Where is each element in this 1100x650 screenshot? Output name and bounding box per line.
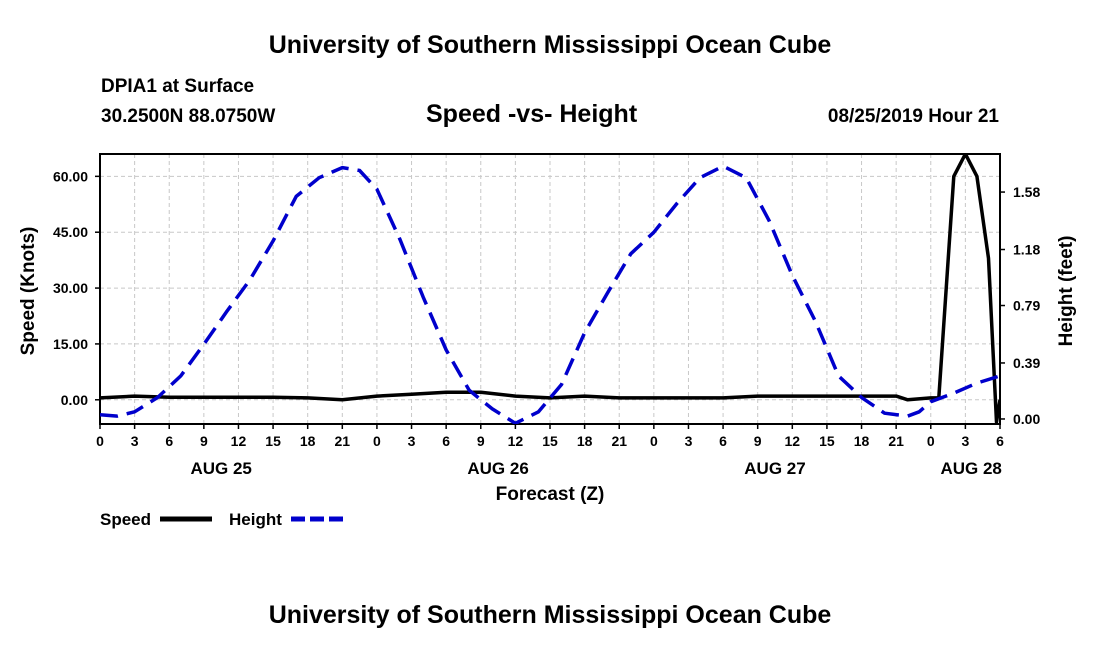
data-point-height — [975, 381, 979, 385]
x-tick-label: 6 — [442, 433, 450, 449]
x-tick-label: 0 — [927, 433, 935, 449]
data-point-height — [248, 278, 252, 282]
y-right-tick-label: 0.79 — [1013, 298, 1040, 314]
y-right-tick-label: 1.58 — [1013, 184, 1040, 200]
day-label: AUG 27 — [744, 459, 805, 478]
x-tick-label: 18 — [854, 433, 870, 449]
x-tick-label: 15 — [542, 433, 558, 449]
y-left-tick-label: 0.00 — [61, 392, 88, 408]
data-point-height — [952, 391, 956, 395]
y-right-tick-label: 1.18 — [1013, 242, 1040, 258]
x-tick-label: 9 — [477, 433, 485, 449]
x-tick-label: 9 — [754, 433, 762, 449]
x-tick-label: 12 — [785, 433, 801, 449]
x-tick-label: 6 — [719, 433, 727, 449]
x-tick-label: 15 — [819, 433, 835, 449]
x-tick-label: 3 — [408, 433, 416, 449]
chart-title: Speed -vs- Height — [426, 100, 638, 128]
x-tick-label: 18 — [577, 433, 593, 449]
x-tick-label: 0 — [96, 433, 104, 449]
x-tick-label: 15 — [265, 433, 281, 449]
day-label: AUG 25 — [190, 459, 251, 478]
x-tick-label: 3 — [961, 433, 969, 449]
y-axis-label-right: Height (feet) — [1056, 236, 1077, 347]
series-line-height — [100, 164, 1000, 424]
x-tick-label: 18 — [300, 433, 316, 449]
top-title: University of Southern Mississippi Ocean… — [268, 31, 832, 59]
x-tick-label: 3 — [131, 433, 139, 449]
bottom-title: University of Southern Mississippi Ocean… — [268, 601, 832, 629]
y-right-tick-label: 0.00 — [1013, 411, 1040, 427]
y-left-tick-label: 15.00 — [53, 336, 88, 352]
x-tick-label: 0 — [650, 433, 658, 449]
y-right-tick-label: 0.39 — [1013, 355, 1040, 371]
x-tick-label: 6 — [165, 433, 173, 449]
legend-label-speed: Speed — [100, 510, 151, 529]
y-axis-label-left: Speed (Knots) — [18, 227, 39, 356]
day-label: AUG 26 — [467, 459, 528, 478]
y-left-tick-label: 60.00 — [53, 168, 88, 184]
x-tick-label: 12 — [231, 433, 247, 449]
legend-label-height: Height — [229, 510, 282, 529]
x-axis-label: Forecast (Z) — [496, 484, 605, 505]
day-label: AUG 28 — [940, 459, 1001, 478]
x-tick-label: 21 — [335, 433, 351, 449]
x-tick-label: 21 — [888, 433, 904, 449]
x-tick-label: 12 — [508, 433, 524, 449]
station-name: DPIA1 at Surface — [101, 76, 255, 97]
forecast-datetime: 08/25/2019 Hour 21 — [827, 106, 999, 127]
x-tick-label: 3 — [685, 433, 693, 449]
x-tick-label: 6 — [996, 433, 1004, 449]
y-left-tick-label: 30.00 — [53, 280, 88, 296]
y-left-tick-label: 45.00 — [53, 224, 88, 240]
x-tick-label: 9 — [200, 433, 208, 449]
series-line-speed — [100, 154, 1000, 424]
x-tick-label: 0 — [373, 433, 381, 449]
station-coords: 30.2500N 88.0750W — [101, 106, 276, 127]
x-tick-label: 21 — [611, 433, 627, 449]
